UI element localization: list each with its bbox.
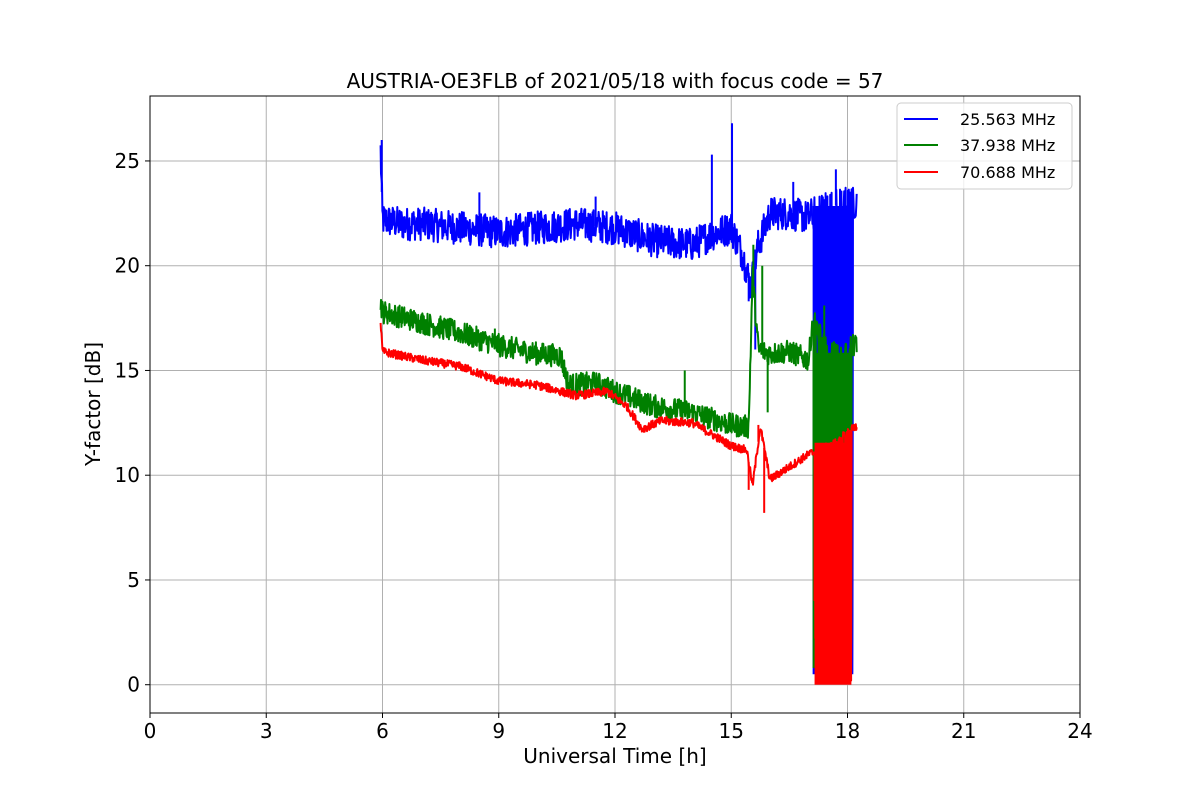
series-70688 (379, 322, 858, 685)
x-tick-label: 15 (719, 719, 744, 743)
x-tick-label: 12 (602, 719, 627, 743)
x-axis-label: Universal Time [h] (523, 744, 706, 768)
series-line (379, 145, 858, 676)
chart-title: AUSTRIA-OE3FLB of 2021/05/18 with focus … (347, 69, 884, 93)
legend-label-70688: 70.688 MHz (960, 163, 1055, 182)
x-tick-label: 3 (260, 719, 273, 743)
series-line (379, 322, 858, 682)
y-tick-label: 15 (115, 358, 140, 382)
ticks: 0 3 6 9 12 15 18 21 24 0 5 10 15 20 25 (115, 149, 1093, 743)
series-line (379, 266, 858, 669)
y-tick-label: 10 (115, 463, 140, 487)
y-tick-label: 20 (115, 254, 140, 278)
y-tick-label: 25 (115, 149, 140, 173)
legend: 25.563 MHz 37.938 MHz 70.688 MHz (896, 102, 1073, 190)
legend-box (896, 102, 1073, 190)
series-layer (379, 123, 858, 685)
y-tick-label: 5 (127, 568, 140, 592)
x-tick-label: 6 (376, 719, 389, 743)
y-axis-label: Y-factor [dB] (81, 342, 105, 467)
series-band (814, 442, 852, 685)
x-tick-label: 18 (835, 719, 860, 743)
y-tick-label: 0 (127, 673, 140, 697)
x-tick-label: 21 (951, 719, 976, 743)
x-tick-label: 24 (1067, 719, 1092, 743)
x-tick-label: 9 (492, 719, 505, 743)
legend-label-37938: 37.938 MHz (960, 136, 1055, 155)
legend-label-25563: 25.563 MHz (960, 110, 1055, 129)
x-tick-label: 0 (144, 719, 157, 743)
